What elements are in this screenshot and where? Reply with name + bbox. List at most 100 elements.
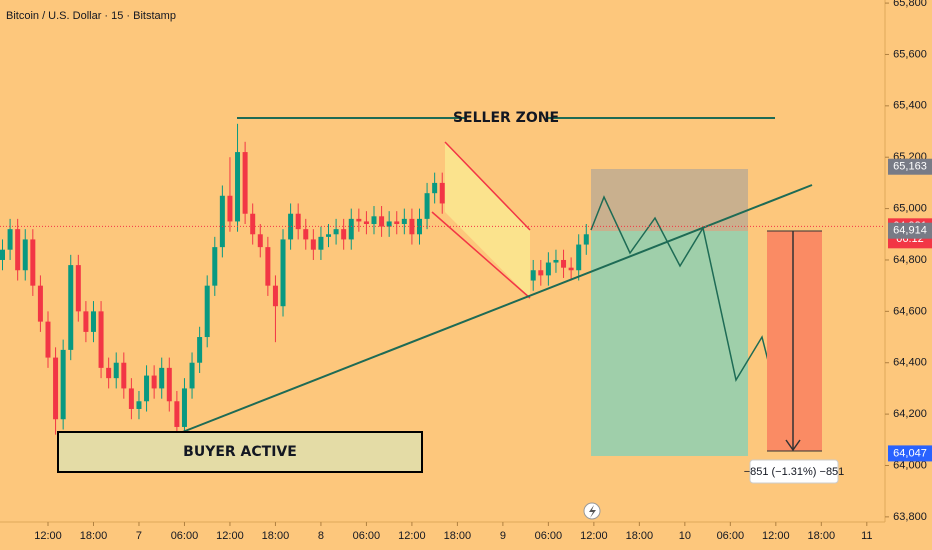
candle-body [333,229,339,235]
seller-zone-label: SELLER ZONE [453,110,559,126]
y-tick-label: 64,600 [893,305,927,317]
candle-body [257,234,263,248]
candle-body [303,229,309,240]
candle-body [401,218,407,225]
x-tick-label: 18:00 [808,530,836,542]
candle-body [250,213,256,235]
x-tick-label: 7 [136,530,142,542]
y-tick-label: 65,800 [893,0,927,9]
price-badge-label: 64,047 [893,447,927,459]
measure-box [767,231,822,451]
channel-line [431,211,531,299]
candle-body [113,362,119,379]
candle-body [341,229,347,240]
candle-body [576,244,582,271]
drawings: SELLER ZONE BUYER ACTIVE −851 (−1.31%) −… [57,110,845,520]
candle-body [235,152,241,222]
candle-body [219,195,225,248]
x-tick-label: 06:00 [717,530,745,542]
x-tick-label: 12:00 [216,530,244,542]
candle-body [416,218,422,235]
candle-body [204,285,210,338]
price-badge-label: 65,163 [893,161,927,173]
candle-body [90,311,96,332]
candle-body [53,357,59,420]
candle-body [189,362,195,389]
x-tick-label: 06:00 [353,530,381,542]
candle-body [212,247,218,286]
y-tick-label: 64,200 [893,408,927,420]
candle-body [439,182,445,204]
x-tick-label: 12:00 [398,530,426,542]
candle-body [166,367,172,402]
y-tick-label: 64,800 [893,254,927,266]
candle-body [144,375,150,402]
target-zone [591,231,748,456]
y-tick-label: 64,000 [893,459,927,471]
candle-body [538,270,544,276]
x-tick-label: 18:00 [80,530,108,542]
candle-body [60,349,66,420]
event-icon-bolt [589,505,596,518]
chart-title: Bitcoin / U.S. Dollar · 15 · Bitstamp [6,10,176,22]
candle-body [379,216,385,227]
candle-body [22,239,28,271]
candle-body [530,270,536,281]
candle-body [0,249,6,260]
candle-body [394,221,400,225]
candle-body [30,239,36,286]
x-tick-label: 9 [500,530,506,542]
candles [0,123,597,440]
x-tick-label: 11 [861,530,872,542]
measure-arrow-head [785,439,801,452]
candle-body [227,195,233,222]
candle-body [326,234,332,237]
candle-body [136,401,142,409]
projection-path [590,195,791,448]
candle-body [295,213,301,230]
candle-body [151,375,157,389]
x-tick-label: 18:00 [262,530,290,542]
channel-line [444,141,531,231]
candle-body [15,229,21,271]
candle-body [272,285,278,307]
price-badge [888,158,932,175]
candle-body [121,362,127,389]
measure-label-box [749,459,839,484]
candle-body [75,265,81,312]
trend-line [179,184,813,434]
candle-body [424,193,430,219]
x-tick-label: 06:00 [535,530,563,542]
candle-body [356,218,362,222]
candle-body [68,265,74,350]
buyer-box [57,431,423,473]
y-tick-label: 63,800 [893,511,927,523]
candle-body [265,247,271,286]
y-tick-label: 65,000 [893,203,927,215]
price-badge [888,445,932,462]
buyer-active-label: BUYER ACTIVE [183,444,297,460]
price-badge-label: 64,914 [893,225,927,237]
candle-body [159,367,165,389]
candle-body [181,388,187,427]
x-tick-label: 12:00 [34,530,62,542]
y-tick-label: 65,400 [893,100,927,112]
candle-body [553,259,559,263]
candle-body [568,267,574,271]
candle-body [45,321,51,358]
y-tick-label: 64,400 [893,357,927,369]
candle-body [288,213,294,240]
candle-body [98,311,104,368]
candle-body [318,236,324,250]
candle-body [128,388,134,409]
candle-body [583,234,589,245]
candle-body [37,285,43,322]
x-tick-label: 18:00 [626,530,654,542]
candle-body [561,259,567,268]
candle-body [7,229,13,250]
candle-body [363,221,369,225]
candle-body [174,401,180,427]
candle-body [197,337,203,363]
measure-label: −851 (−1.31%) −851 [744,466,845,478]
